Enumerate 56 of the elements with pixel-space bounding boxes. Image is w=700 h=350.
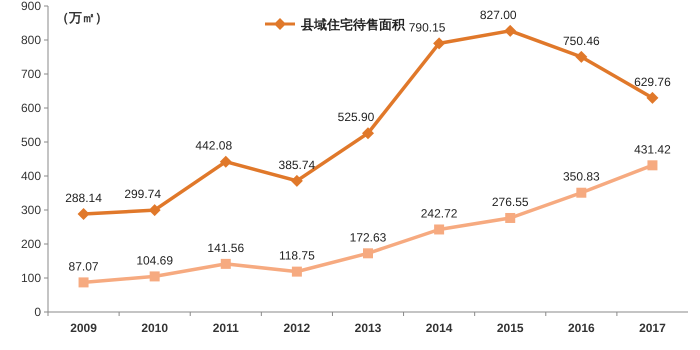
data-label: 750.46 bbox=[562, 34, 600, 48]
data-label: 288.14 bbox=[65, 191, 102, 206]
x-tick-label: 2010 bbox=[141, 321, 168, 335]
point bbox=[576, 188, 586, 198]
y-tick-label: 700 bbox=[20, 67, 42, 81]
data-label: 350.83 bbox=[562, 170, 600, 184]
y-tick-label: 0 bbox=[34, 305, 42, 319]
data-label: 242.72 bbox=[420, 206, 458, 220]
y-tick-label: 200 bbox=[20, 237, 42, 251]
data-label: 525.90 bbox=[338, 110, 375, 124]
point bbox=[148, 204, 161, 216]
point bbox=[150, 271, 160, 282]
point bbox=[646, 92, 658, 104]
point bbox=[78, 277, 89, 288]
data-label: 276.55 bbox=[492, 194, 529, 209]
x-tick-label: 2016 bbox=[568, 321, 596, 335]
x-tick-label: 2013 bbox=[354, 321, 382, 335]
data-label: 118.75 bbox=[278, 248, 316, 263]
point bbox=[575, 50, 588, 63]
point bbox=[363, 248, 373, 258]
point bbox=[647, 160, 658, 170]
point bbox=[292, 266, 302, 277]
data-label: 790.15 bbox=[408, 20, 446, 34]
y-tick-label: 600 bbox=[20, 101, 42, 115]
x-tick-label: 2017 bbox=[639, 321, 666, 335]
x-tick-label: 2009 bbox=[70, 321, 98, 335]
data-label: 141.56 bbox=[207, 240, 244, 255]
point bbox=[220, 258, 231, 269]
point bbox=[433, 37, 446, 50]
data-label: 104.69 bbox=[136, 253, 174, 268]
data-label: 827.00 bbox=[480, 8, 517, 22]
y-axis-title: （万㎡） bbox=[56, 10, 108, 25]
data-label: 299.74 bbox=[124, 187, 162, 202]
y-tick-label: 500 bbox=[20, 135, 42, 149]
data-label: 87.07 bbox=[68, 259, 99, 274]
x-tick-label: 2011 bbox=[212, 321, 240, 335]
data-label: 629.76 bbox=[634, 74, 672, 89]
x-tick-label: 2014 bbox=[426, 321, 453, 335]
point bbox=[505, 212, 516, 223]
point bbox=[362, 127, 374, 140]
y-tick-label: 100 bbox=[20, 271, 42, 285]
y-tick-label: 400 bbox=[20, 169, 42, 183]
legend-label: 县域住宅待售面积 bbox=[300, 17, 406, 32]
x-tick-label: 2015 bbox=[496, 321, 524, 335]
data-label: 431.42 bbox=[634, 142, 672, 156]
y-tick-label: 300 bbox=[20, 203, 42, 217]
point bbox=[220, 156, 232, 168]
data-label: 442.08 bbox=[195, 138, 232, 153]
point bbox=[434, 224, 444, 234]
point bbox=[504, 24, 516, 37]
data-label: 385.74 bbox=[278, 158, 316, 172]
point bbox=[290, 174, 303, 187]
data-label: 172.63 bbox=[350, 230, 387, 244]
x-tick-label: 2012 bbox=[284, 321, 311, 335]
y-tick-label: 800 bbox=[20, 33, 42, 47]
y-tick-label: 900 bbox=[20, 0, 42, 13]
